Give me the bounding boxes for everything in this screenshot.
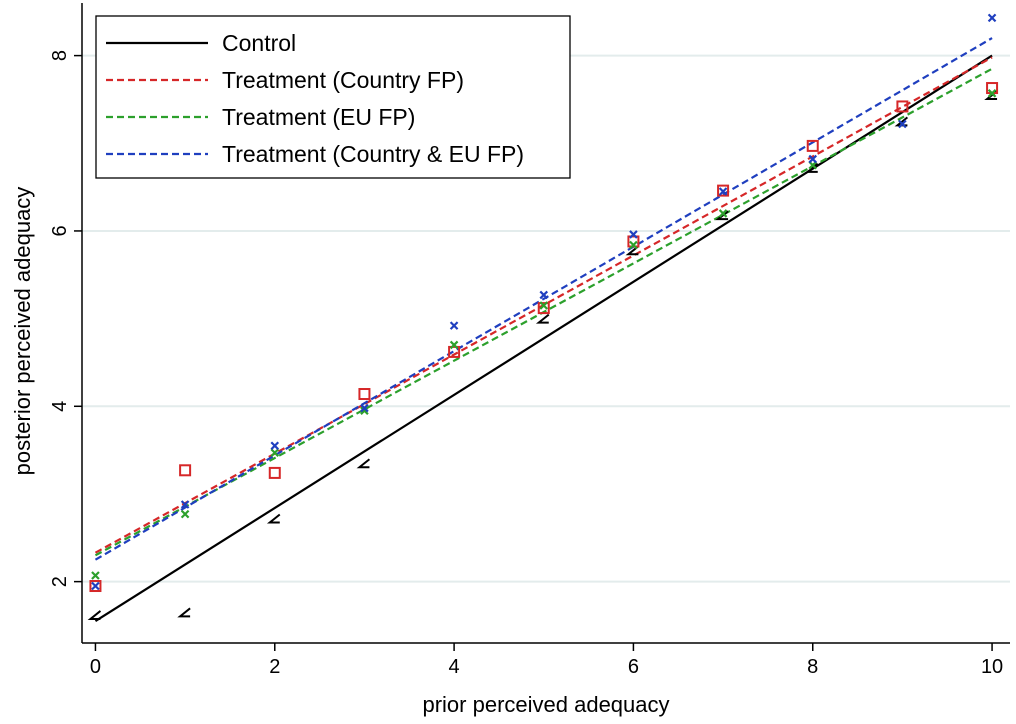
data-points	[87, 13, 999, 620]
data-point	[718, 209, 728, 218]
data-point	[629, 230, 638, 239]
data-point	[360, 406, 369, 415]
y-tick-label: 4	[49, 401, 71, 412]
data-point	[987, 13, 997, 23]
x-axis-title: prior perceived adequacy	[422, 692, 669, 717]
data-point	[537, 302, 550, 315]
data-point	[180, 500, 190, 509]
x-tick-label: 10	[981, 656, 1003, 678]
x-tick-label: 2	[269, 656, 280, 678]
data-point	[717, 184, 730, 197]
data-point	[270, 441, 280, 451]
data-point	[179, 464, 192, 477]
fit-line-series-4	[94, 37, 993, 561]
data-point	[896, 100, 909, 113]
data-point	[449, 340, 459, 350]
data-point	[448, 345, 461, 358]
data-point	[356, 458, 371, 469]
data-point	[87, 610, 102, 620]
data-point	[91, 581, 100, 591]
data-point	[625, 245, 640, 256]
data-point	[180, 509, 190, 519]
y-tick-label: 2	[49, 576, 71, 587]
legend-label: Treatment (EU FP)	[222, 104, 415, 130]
fit-line-series-3	[94, 67, 993, 557]
data-point	[539, 290, 549, 300]
data-point	[806, 139, 819, 152]
data-point	[360, 403, 369, 413]
data-point	[266, 513, 281, 524]
data-point	[358, 388, 371, 401]
data-point	[539, 301, 549, 310]
data-point	[629, 240, 638, 250]
data-point	[987, 89, 997, 98]
data-point	[808, 154, 818, 164]
axes: 0 2 4 6 8 10 2 4 6 8	[49, 3, 1010, 678]
legend-label: Treatment (Country & EU FP)	[222, 141, 524, 167]
y-axis-title: posterior perceived adequacy	[10, 187, 35, 476]
data-point	[535, 313, 550, 324]
data-point	[270, 448, 280, 458]
x-tick-label: 0	[90, 656, 101, 678]
data-point	[268, 466, 281, 479]
legend-label: Treatment (Country FP)	[222, 67, 464, 93]
legend: Control Treatment (Country FP) Treatment (…	[95, 15, 571, 179]
y-tick-label: 8	[49, 50, 71, 61]
x-tick-label: 6	[628, 656, 639, 678]
data-point	[177, 607, 191, 618]
data-point	[89, 580, 102, 593]
x-tick-label: 8	[807, 656, 818, 678]
data-point	[718, 187, 728, 196]
data-point	[449, 321, 459, 330]
legend-label: Control	[222, 30, 296, 56]
data-point	[898, 119, 907, 129]
data-point	[91, 571, 100, 580]
x-tick-label: 4	[449, 656, 460, 678]
y-tick-label: 6	[49, 225, 71, 236]
